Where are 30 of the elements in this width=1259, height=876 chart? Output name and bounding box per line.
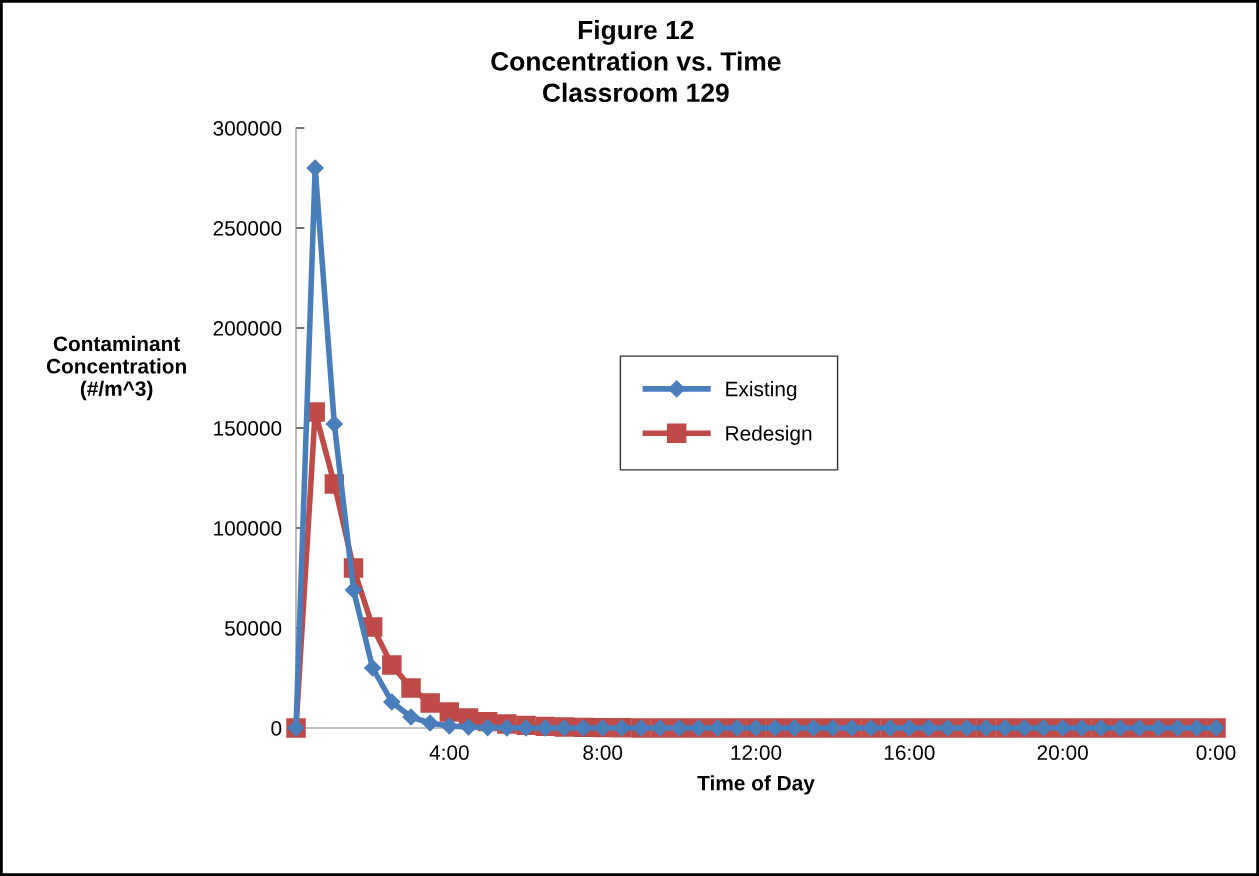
point bbox=[402, 708, 420, 726]
y-tick-label: 50000 bbox=[225, 621, 282, 636]
x-tick-label: 20:00 bbox=[1037, 745, 1088, 760]
chart-title: Figure 12 Concentration vs. Time Classroom 129 bbox=[491, 20, 781, 103]
point bbox=[421, 714, 439, 732]
x-tick-label: 4:00 bbox=[429, 745, 469, 760]
legend-label: Redesign bbox=[726, 425, 812, 445]
point bbox=[440, 717, 458, 735]
y-tick-label: 150000 bbox=[214, 421, 282, 436]
legend-label: Existing bbox=[726, 381, 797, 401]
point bbox=[325, 415, 343, 433]
x-tick-label: 16:00 bbox=[884, 745, 935, 760]
point bbox=[382, 655, 402, 675]
x-tick-label: 8:00 bbox=[583, 745, 623, 760]
y-tick-label: 250000 bbox=[213, 221, 282, 236]
x-axis-title: Time of Day bbox=[697, 775, 815, 795]
point bbox=[344, 581, 363, 599]
y-tick-label: 200000 bbox=[213, 321, 282, 336]
x-tick-label: 0:00 bbox=[1196, 745, 1236, 760]
point bbox=[401, 678, 421, 698]
x-tick-label: 12:00 bbox=[731, 745, 782, 760]
point bbox=[364, 659, 382, 677]
point bbox=[383, 693, 401, 711]
point bbox=[439, 702, 460, 722]
point bbox=[306, 159, 324, 177]
y-axis-title: Contaminant Concentration (#/m^3) bbox=[46, 335, 186, 401]
y-tick-label: 300000 bbox=[213, 121, 282, 136]
y-tick-label: 100000 bbox=[214, 521, 282, 536]
point bbox=[420, 693, 440, 713]
y-tick-label: 0 bbox=[271, 721, 282, 736]
